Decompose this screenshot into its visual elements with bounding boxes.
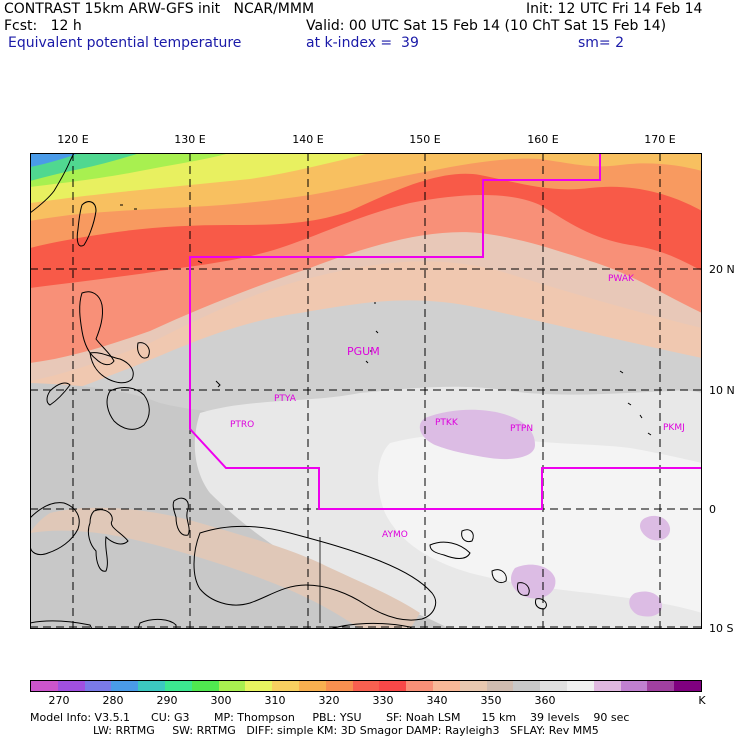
colorbar-swatch [540, 681, 567, 691]
new-guinea-coast [193, 525, 437, 621]
colorbar-label-350: 350 [480, 694, 502, 707]
theta-e-map: PGUM PTYA PTRO PTKK PTPN PKMJ PWAK AYMO [30, 153, 702, 629]
colorbar-swatch [272, 681, 299, 691]
colorbar-unit: K [698, 694, 706, 707]
level-label: at k-index = 39 [306, 35, 419, 51]
lat-lon-grid [30, 153, 702, 629]
colorbar-swatch [352, 681, 380, 691]
colorbar-swatch [620, 681, 648, 691]
lon-label-170e: 170 E [644, 133, 676, 146]
lat-label-20n: 20 N [709, 263, 735, 276]
header-line2-right: Valid: 00 UTC Sat 15 Feb 14 (10 ChT Sat … [306, 18, 667, 34]
model-info-line1: Model Info: V3.5.1 CU: G3 MP: Thompson P… [30, 711, 630, 724]
marshall-islands [619, 370, 652, 436]
field-patch-370c [629, 591, 663, 617]
colorbar-label-290: 290 [156, 694, 178, 707]
colorbar-swatch [138, 681, 165, 691]
luzon-coast [79, 291, 115, 366]
visayas-coast [89, 342, 150, 384]
colorbar-swatch [245, 681, 273, 691]
station-pgum: PGUM [347, 345, 380, 358]
colorbar-swatch [379, 681, 407, 691]
lat-label-10s: 10 S [709, 622, 734, 635]
colorbar [30, 680, 702, 692]
colorbar-swatch [298, 681, 326, 691]
lat-label-0: 0 [709, 503, 716, 516]
colorbar-label-340: 340 [426, 694, 448, 707]
colorbar-label-270: 270 [48, 694, 70, 707]
colorbar-swatch [218, 681, 246, 691]
colorbar-label-330: 330 [372, 694, 394, 707]
colorbar-label-320: 320 [318, 694, 340, 707]
lon-label-150e: 150 E [409, 133, 441, 146]
colorbar-swatch [674, 681, 701, 691]
field-patch-355-sw [30, 530, 360, 629]
model-info-line2: LW: RRTMG SW: RRTMG DIFF: simple KM: 3D … [30, 724, 599, 737]
header-line1-left: CONTRAST 15km ARW-GFS init NCAR/MMM [4, 1, 315, 17]
lon-label-120e: 120 E [57, 133, 89, 146]
station-ptkk: PTKK [435, 418, 459, 428]
lon-label-140e: 140 E [292, 133, 324, 146]
field-patch-370b [510, 564, 556, 599]
colorbar-swatch [647, 681, 675, 691]
colorbar-label-280: 280 [102, 694, 124, 707]
station-ptro: PTRO [230, 420, 254, 430]
lon-label-160e: 160 E [527, 133, 559, 146]
field-band-370 [419, 409, 535, 460]
station-labels: PGUM PTYA PTRO PTKK PTPN PKMJ PWAK AYMO [230, 274, 685, 540]
field-band-365 [378, 433, 702, 613]
lat-label-10n: 10 N [709, 384, 735, 397]
colorbar-swatch [191, 681, 219, 691]
fir-boundary [189, 153, 702, 510]
field-band-280 [30, 153, 80, 167]
coastlines [30, 153, 652, 629]
station-pkmj: PKMJ [663, 423, 685, 433]
colorbar-swatch [459, 681, 487, 691]
colorbar-swatch [111, 681, 139, 691]
palau [215, 380, 221, 388]
colorbar-label-310: 310 [264, 694, 286, 707]
colorbar-label-360: 360 [534, 694, 556, 707]
colorbar-swatch [164, 681, 192, 691]
china-coast [30, 153, 75, 214]
colorbar-swatch [486, 681, 514, 691]
colorbar-swatch [566, 681, 594, 691]
palawan-coast [46, 382, 71, 406]
colorbar-swatch [325, 681, 353, 691]
sulawesi-coast [87, 509, 129, 572]
colorbar-swatch [513, 681, 541, 691]
colorbar-swatch [57, 681, 85, 691]
field-name: Equivalent potential temperature [8, 35, 242, 51]
guam-marianas [365, 302, 379, 364]
colorbar-swatch [406, 681, 433, 691]
small-islands-1 [120, 204, 203, 264]
colorbar-label-300: 300 [210, 694, 232, 707]
station-ptpn: PTPN [510, 424, 533, 434]
colorbar-swatch [432, 681, 460, 691]
header-line1-right: Init: 12 UTC Fri 14 Feb 14 [526, 1, 703, 17]
smoothing-label: sm= 2 [578, 35, 625, 51]
colorbar-swatch [593, 681, 621, 691]
solomons-coast [491, 569, 547, 610]
halmahera-coast [172, 497, 190, 536]
borneo-coast [30, 502, 80, 556]
taiwan-coast [76, 201, 97, 247]
header-line2-left: Fcst: 12 h [4, 18, 82, 34]
station-ptya: PTYA [274, 394, 297, 404]
lon-label-130e: 130 E [174, 133, 206, 146]
new-britain-coast [429, 529, 474, 559]
field-patch-370d [639, 515, 671, 541]
colorbar-swatch [84, 681, 112, 691]
map-frame [30, 153, 702, 629]
colorbar-swatch [31, 681, 58, 691]
station-pwak: PWAK [608, 274, 635, 284]
station-aymo: AYMO [382, 530, 408, 540]
